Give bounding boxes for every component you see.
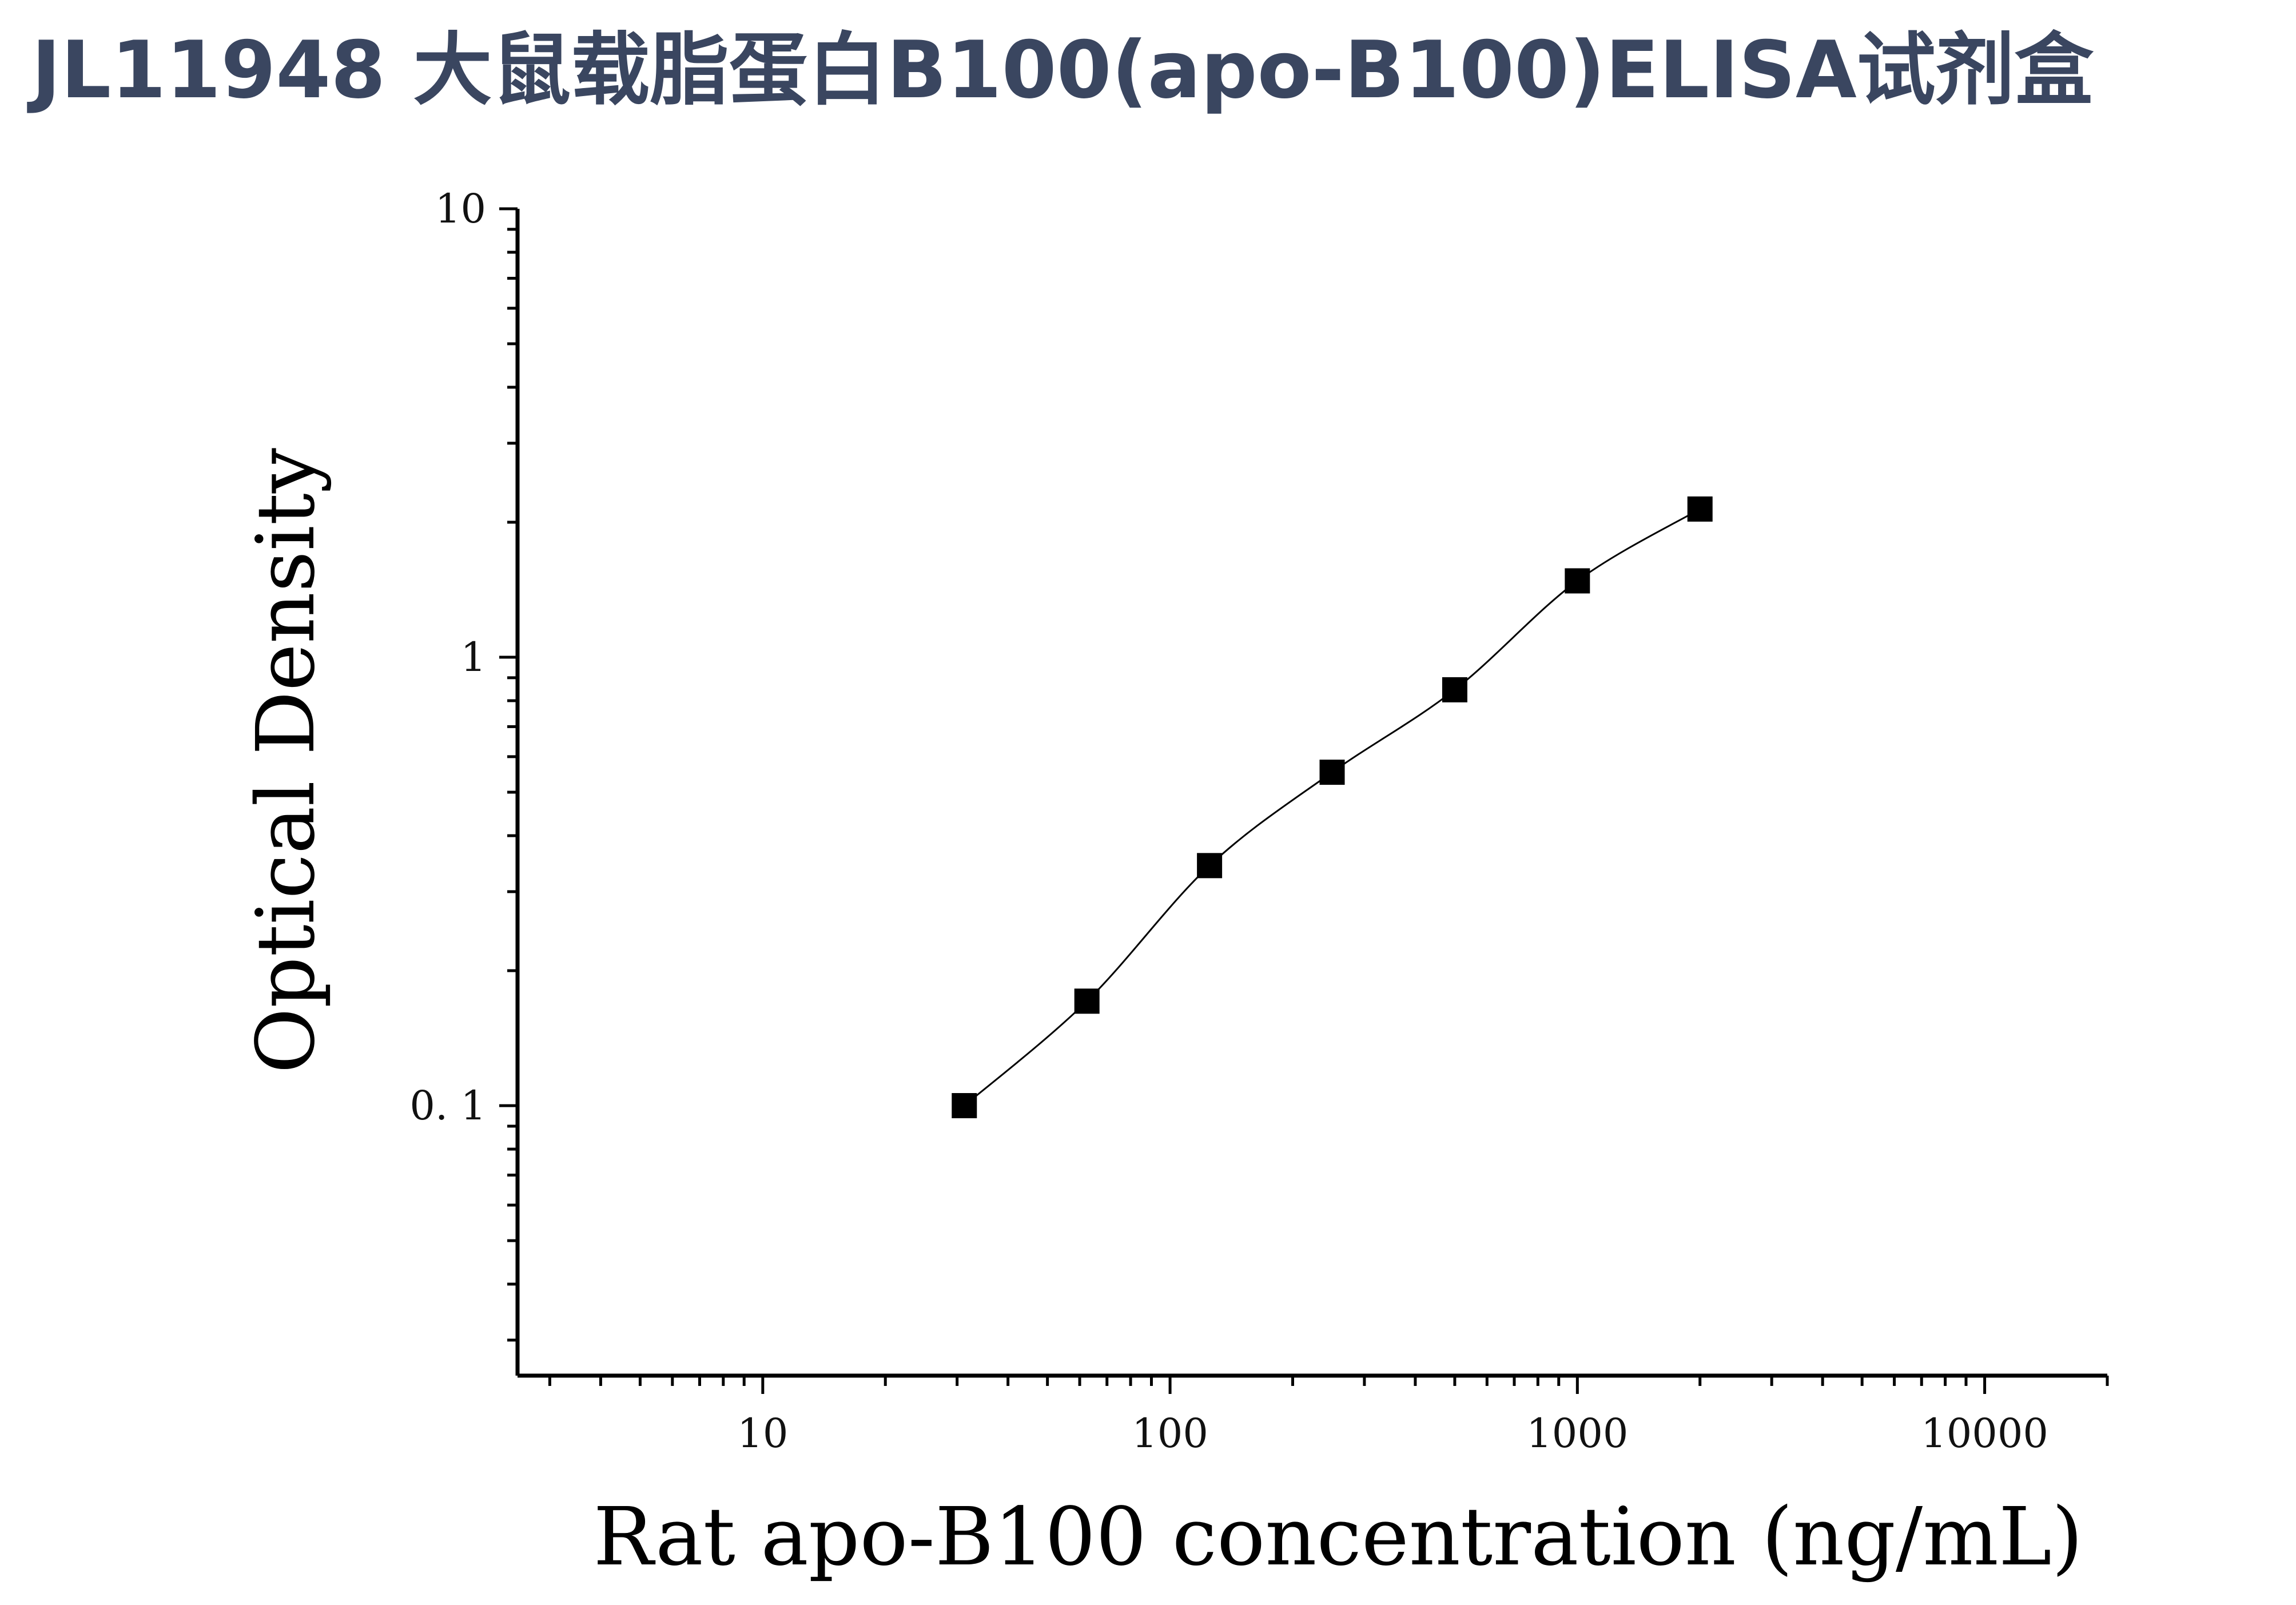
data-point: [1319, 760, 1345, 785]
y-axis-ticks: 0. 1 1 10: [409, 185, 518, 1342]
y-tick-label: 10: [435, 185, 486, 232]
x-tick-label: 1000: [1526, 1410, 1628, 1457]
x-tick-label: 10: [737, 1410, 788, 1457]
data-points: [952, 496, 1713, 1118]
data-point: [1074, 988, 1100, 1014]
y-tick-label: 1: [460, 634, 486, 681]
y-axis-title: Optical Density: [240, 448, 333, 1074]
y-tick-label: 0. 1: [409, 1082, 486, 1129]
data-point: [1687, 496, 1713, 522]
axes: [515, 209, 2107, 1378]
x-axis-title: Rat apo-B100 concentration (ng/mL): [594, 1491, 2083, 1584]
fit-curve-line: [964, 508, 1701, 1107]
data-point: [952, 1092, 977, 1118]
x-tick-label: 100: [1132, 1410, 1208, 1457]
x-axis-ticks: 10 100 1000 10000: [548, 1376, 2109, 1457]
data-point: [1565, 568, 1590, 594]
page-title: JL11948 大鼠载脂蛋白B100(apo-B100)ELISA试剂盒: [31, 24, 2094, 116]
data-point: [1197, 853, 1223, 879]
data-point: [1442, 677, 1467, 702]
fit-curve-group: [964, 508, 1701, 1107]
x-tick-label: 10000: [1921, 1410, 2048, 1457]
